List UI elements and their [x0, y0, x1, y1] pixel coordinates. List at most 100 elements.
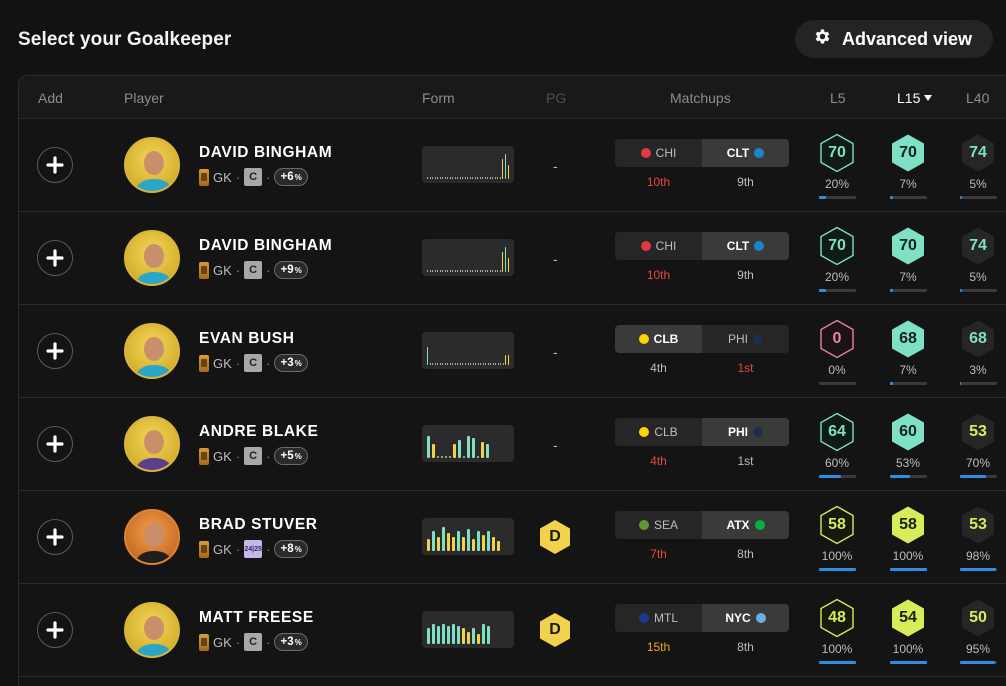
form-bar [485, 363, 486, 365]
team-logo-icon [638, 334, 649, 344]
player-name[interactable]: EVAN BUSH [199, 330, 295, 347]
l5-percent: 0% [828, 363, 846, 377]
matchup-home[interactable]: CHI [615, 232, 702, 260]
pg-grade-label: D [549, 621, 561, 638]
matchup-toggle[interactable]: CLB PHI [615, 325, 789, 353]
away-team: PHI [727, 425, 748, 439]
away-rank: 9th [737, 175, 754, 189]
form-chart[interactable] [422, 239, 514, 276]
matchup-home[interactable]: SEA [615, 511, 702, 539]
pg-value: - [553, 158, 558, 174]
form-bar [457, 531, 460, 551]
form-bar [439, 177, 441, 179]
separator-dot: · [235, 262, 241, 278]
form-bar [474, 177, 476, 179]
matchup-home[interactable]: MTL [615, 604, 702, 632]
matchup-home[interactable]: CHI [615, 139, 702, 167]
header-l15[interactable]: L15 [897, 90, 933, 106]
form-bar [463, 456, 465, 458]
form-bar [449, 363, 451, 365]
team-logo-icon [754, 148, 765, 158]
matchup-toggle[interactable]: CHI CLT [615, 232, 789, 260]
l15-score-value: 70 [899, 144, 917, 161]
bonus-percent-value: +3 [280, 636, 294, 648]
matchup-toggle[interactable]: CLB PHI [615, 418, 789, 446]
matchup-away[interactable]: PHI [702, 418, 789, 446]
form-bar [477, 363, 479, 365]
form-bar [432, 531, 435, 551]
add-player-button[interactable] [37, 426, 73, 462]
form-bar [459, 363, 461, 365]
separator-dot: · [266, 448, 271, 464]
form-bar [442, 624, 445, 644]
matchup-home[interactable]: CLB [615, 418, 702, 446]
away-team: CLT [726, 146, 750, 160]
form-chart[interactable] [422, 332, 514, 369]
advanced-view-button[interactable]: Advanced view [795, 20, 993, 58]
matchup-away[interactable]: ATX [702, 511, 789, 539]
matchup-home[interactable]: CLB [615, 325, 702, 353]
header-form[interactable]: Form [422, 90, 455, 106]
l5-progress-bar [819, 382, 856, 385]
matchup-away[interactable]: NYC [702, 604, 789, 632]
form-bar [454, 363, 456, 365]
matchup-away[interactable]: CLT [702, 232, 789, 260]
l40-percent: 70% [965, 456, 991, 470]
home-team: SEA [653, 518, 678, 532]
matchup-toggle[interactable]: MTL NYC [615, 604, 789, 632]
table-row[interactable]: DAVID BINGHAM GK · C · +9% - CHI CLT 10t… [19, 212, 1006, 305]
player-name[interactable]: MATT FREESE [199, 609, 314, 626]
form-bar [502, 363, 504, 365]
team-logo-icon [638, 520, 649, 530]
player-name[interactable]: DAVID BINGHAM [199, 144, 333, 161]
l40-percent: 5% [969, 177, 987, 191]
matchup-toggle[interactable]: SEA ATX [615, 511, 789, 539]
table-row[interactable]: BRAD STUVER GK · 24|25 · +8% D SEA ATX 7… [19, 491, 1006, 584]
table-row[interactable]: MATT FREESE GK · C · +3% D MTL NYC 15th … [19, 584, 1006, 677]
add-player-button[interactable] [37, 519, 73, 555]
home-team: CHI [655, 239, 677, 253]
player-name[interactable]: BRAD STUVER [199, 516, 318, 533]
player-position: GK [213, 541, 232, 557]
l15-progress-bar [890, 382, 927, 385]
header-player[interactable]: Player [124, 90, 164, 106]
form-bar [472, 628, 475, 644]
form-chart[interactable] [422, 611, 514, 648]
table-row[interactable]: DAVID BINGHAM GK · C · +6% - CHI CLT 10t… [19, 119, 1006, 212]
form-bar [442, 177, 443, 179]
table-row[interactable]: ANDRE BLAKE GK · C · +5% - CLB PHI 4th 1… [19, 398, 1006, 491]
l15-progress-bar [890, 475, 927, 478]
form-chart[interactable] [422, 425, 514, 462]
player-name[interactable]: DAVID BINGHAM [199, 237, 333, 254]
matchup-away[interactable]: CLT [702, 139, 789, 167]
header-pg[interactable]: PG [546, 90, 567, 106]
away-rank: 8th [737, 547, 754, 561]
form-bar [500, 363, 501, 365]
add-player-button[interactable] [37, 240, 73, 276]
form-bar [484, 270, 486, 272]
add-player-button[interactable] [37, 612, 73, 648]
l15-score: 70 7% [886, 133, 930, 191]
l5-progress-bar [819, 289, 856, 292]
l5-percent: 20% [824, 177, 850, 191]
header-l5[interactable]: L5 [830, 90, 846, 106]
form-chart[interactable] [422, 146, 514, 183]
matchup-away[interactable]: PHI [702, 325, 789, 353]
table-row[interactable]: EVAN BUSH GK · C · +3% - CLB PHI 4th 1st… [19, 305, 1006, 398]
player-name[interactable]: ANDRE BLAKE [199, 423, 319, 440]
team-logo-icon [755, 613, 766, 623]
form-bar [447, 626, 450, 644]
form-bar [462, 363, 463, 365]
add-player-button[interactable] [37, 333, 73, 369]
player-meta: GK · C · +3% [199, 353, 308, 373]
form-bar [432, 624, 435, 644]
header-l40[interactable]: L40 [966, 90, 990, 106]
l40-progress-bar [960, 382, 997, 385]
form-chart[interactable] [422, 518, 514, 555]
matchup-toggle[interactable]: CHI CLT [615, 139, 789, 167]
avatar [124, 509, 180, 565]
team-logo-icon [639, 427, 650, 437]
form-bar [472, 363, 474, 365]
add-player-button[interactable] [37, 147, 73, 183]
form-bar [474, 270, 476, 272]
